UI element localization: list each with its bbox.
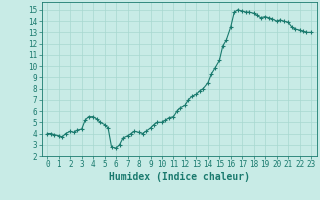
X-axis label: Humidex (Indice chaleur): Humidex (Indice chaleur) (109, 172, 250, 182)
